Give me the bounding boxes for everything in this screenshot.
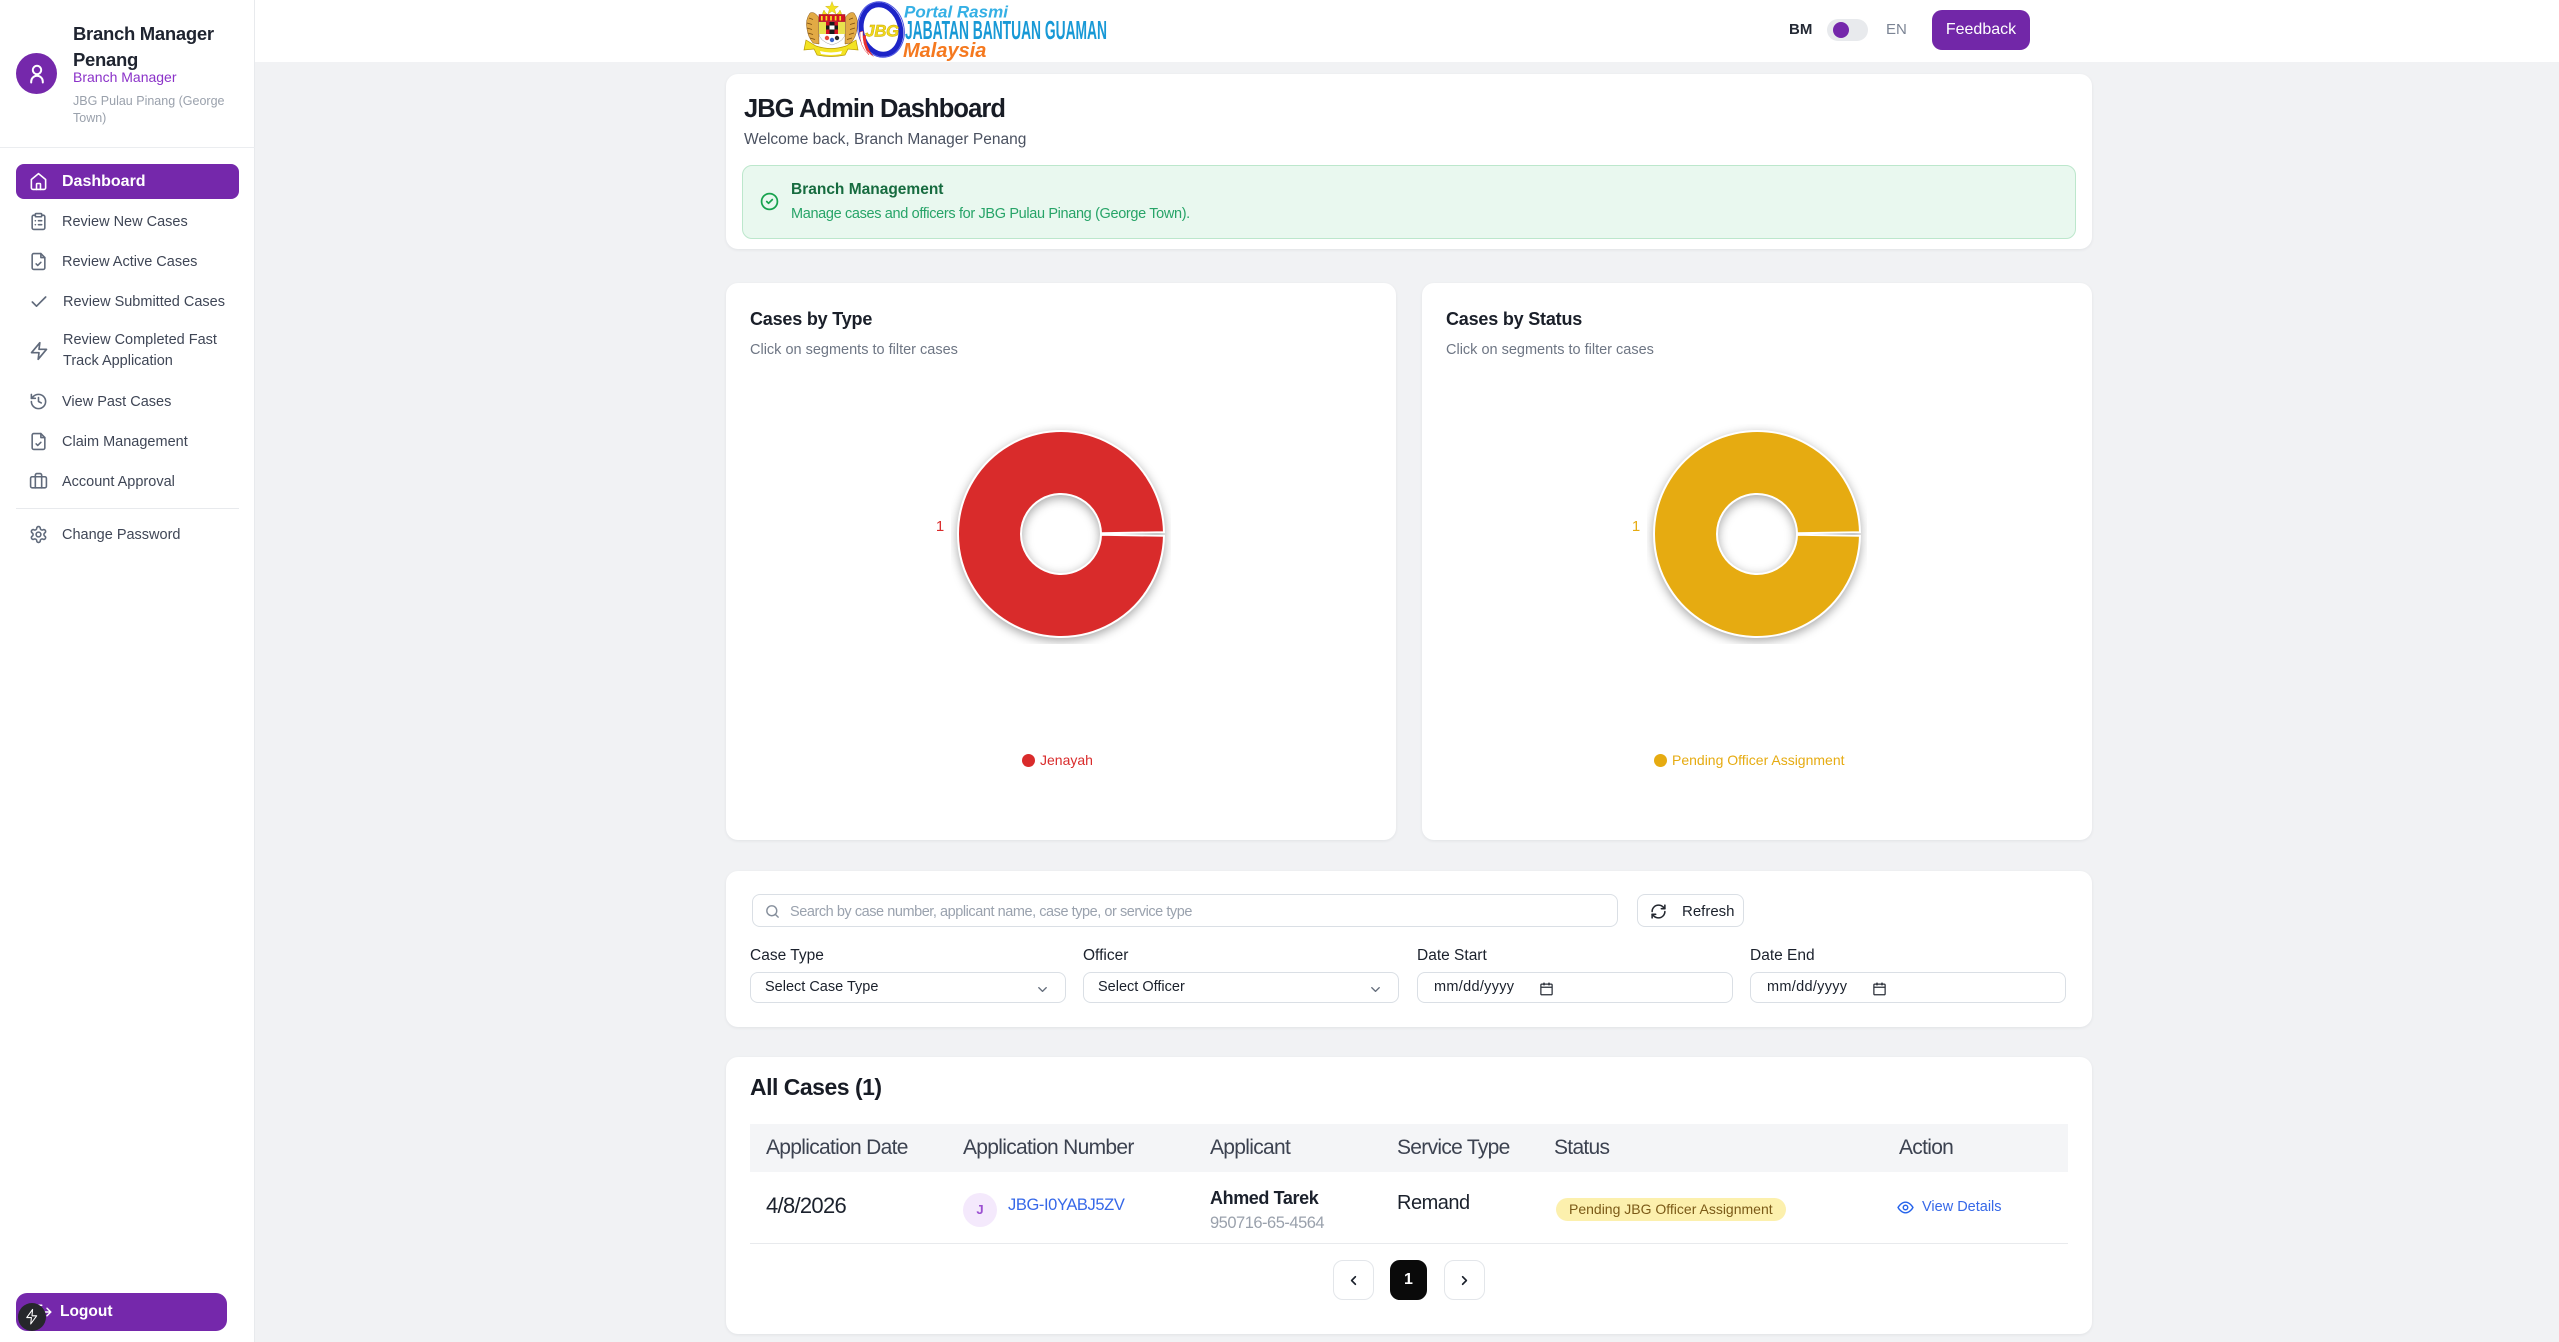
- svg-text:JABATAN BANTUAN GUAMAN: JABATAN BANTUAN GUAMAN: [905, 15, 1107, 45]
- svg-text:Malaysia: Malaysia: [903, 40, 986, 62]
- svg-text:Portal Rasmi: Portal Rasmi: [904, 3, 1009, 22]
- svg-text:JBG: JBG: [865, 22, 899, 41]
